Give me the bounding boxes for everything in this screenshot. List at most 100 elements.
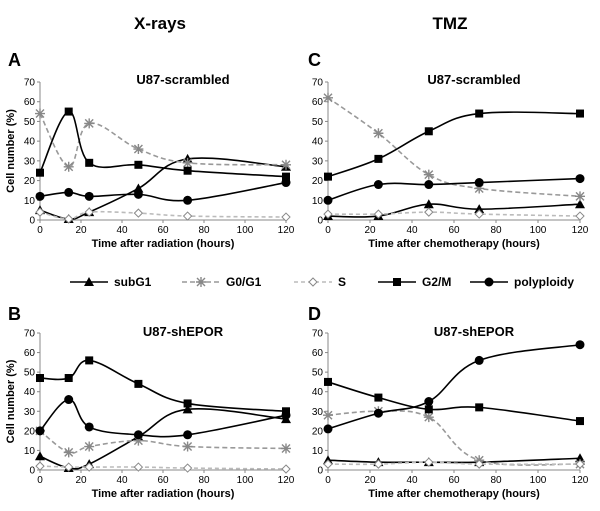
data-point [281, 212, 291, 222]
data-point [373, 408, 383, 418]
series-g2-m [324, 377, 584, 426]
chart-title: U87-shEPOR [143, 324, 224, 339]
y-tick-label: 50 [312, 368, 324, 379]
data-point [281, 464, 291, 474]
data-point [183, 399, 192, 408]
data-point [63, 462, 74, 472]
x-axis-label: Time after chemotherapy (hours) [368, 238, 540, 250]
series-polyploidy [35, 178, 291, 205]
data-point [183, 430, 193, 440]
data-point [323, 459, 333, 469]
data-point [323, 424, 333, 434]
data-point [63, 161, 74, 172]
legend-label: S [338, 275, 346, 289]
data-point [281, 443, 291, 454]
series-subg1 [35, 404, 291, 473]
y-tick-label: 60 [24, 97, 36, 108]
legend-item-g2-m: G2/M [378, 275, 451, 289]
data-point [64, 187, 74, 197]
data-point [323, 92, 333, 103]
y-tick-label: 20 [312, 426, 324, 437]
y-tick-label: 30 [24, 156, 36, 167]
legend-item-polyploidy: polyploidy [470, 275, 574, 289]
panel-letter-D: D [308, 304, 321, 324]
y-tick-label: 30 [312, 407, 324, 418]
y-tick-label: 70 [24, 78, 36, 89]
data-point [424, 405, 433, 414]
x-axis-label: Time after radiation (hours) [92, 238, 235, 250]
data-point [423, 199, 434, 209]
data-point [63, 214, 74, 224]
panel-letter-A: A [8, 50, 21, 70]
x-tick-label: 80 [198, 475, 210, 486]
data-point [35, 426, 45, 436]
data-point [575, 174, 585, 184]
y-tick-label: 20 [312, 176, 324, 187]
data-point [35, 461, 45, 471]
y-tick-label: 30 [312, 156, 324, 167]
data-point [575, 453, 585, 463]
data-point [423, 169, 434, 180]
data-point [133, 430, 143, 440]
x-tick-label: 60 [157, 225, 169, 236]
panel-C: C U87-scrambled 0 10 20 30 40 50 60 70 0 20 40 60 80 10… [308, 50, 589, 250]
legend-item-g0-g1: G0/G1 [182, 275, 262, 289]
data-point [63, 447, 74, 458]
x-tick-label: 40 [406, 225, 418, 236]
x-tick-label: 40 [116, 475, 128, 486]
series-s [323, 457, 585, 469]
x-tick-label: 100 [530, 475, 547, 486]
series-line [327, 97, 581, 198]
x-tick-label: 0 [37, 475, 43, 486]
panel-letter-C: C [308, 50, 321, 70]
series-line [327, 457, 581, 464]
series-g2-m [324, 109, 584, 181]
y-tick-label: 70 [24, 329, 36, 340]
series-g2-m [36, 107, 290, 181]
data-point [84, 462, 94, 472]
data-point [281, 159, 291, 170]
x-tick-label: 120 [278, 225, 295, 236]
x-tick-label: 20 [75, 475, 87, 486]
data-point [324, 172, 332, 181]
data-point [182, 441, 193, 452]
series-subg1 [323, 199, 585, 221]
y-tick-label: 0 [29, 466, 35, 477]
panel-letter-B: B [8, 304, 21, 324]
column-header-tmz: TMZ [432, 14, 468, 33]
x-tick-label: 100 [530, 225, 547, 236]
series-polyploidy [35, 395, 291, 440]
series-line [327, 111, 581, 178]
data-point [282, 172, 290, 181]
data-point [323, 195, 333, 205]
data-point [373, 459, 384, 469]
x-tick-label: 80 [490, 225, 502, 236]
x-axis-label: Time after chemotherapy (hours) [368, 488, 540, 500]
data-point [575, 211, 585, 221]
data-point [133, 144, 144, 155]
data-point [182, 404, 193, 414]
series-line [327, 177, 581, 202]
x-tick-label: 20 [364, 475, 376, 486]
data-point [323, 209, 333, 219]
legend-label: G2/M [422, 275, 451, 289]
data-point [576, 109, 584, 118]
data-point [474, 204, 485, 214]
series-g0-g1 [35, 425, 291, 458]
data-point [424, 180, 434, 190]
data-point [374, 393, 383, 402]
data-point [474, 209, 484, 219]
x-tick-label: 60 [448, 225, 460, 236]
data-point [182, 211, 193, 221]
x-tick-label: 20 [75, 225, 87, 236]
y-tick-label: 30 [24, 407, 36, 418]
data-point [183, 195, 193, 205]
series-line [39, 113, 287, 168]
y-tick-label: 60 [312, 97, 324, 108]
y-tick-label: 0 [317, 216, 323, 227]
y-tick-label: 0 [29, 216, 35, 227]
x-tick-label: 80 [198, 225, 210, 236]
legend-label: polyploidy [514, 275, 574, 289]
series-line [39, 465, 287, 470]
data-point [373, 209, 384, 219]
